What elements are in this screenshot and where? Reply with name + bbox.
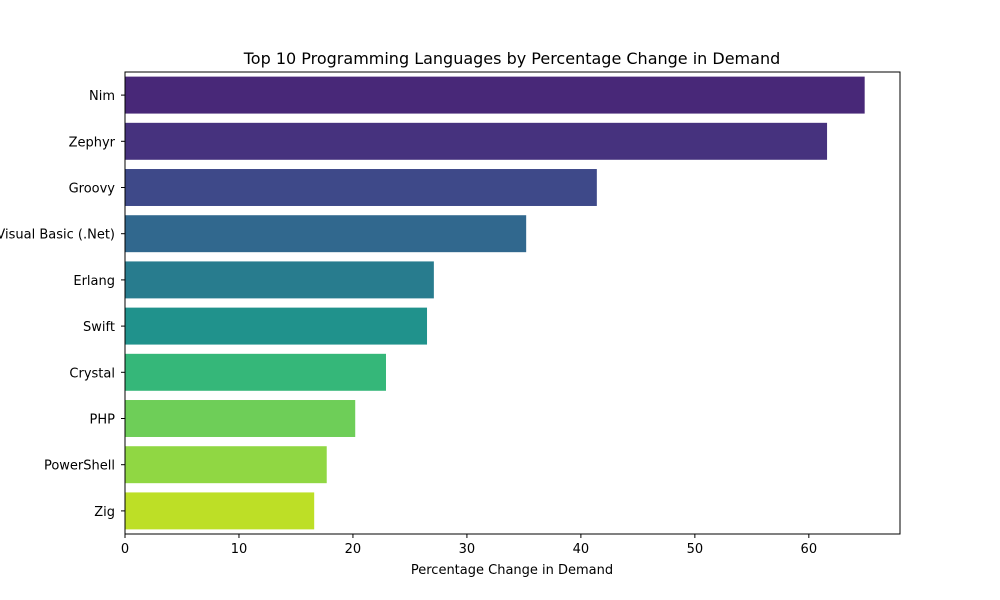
x-tick-label: 10 — [231, 542, 248, 557]
x-tick-label: 0 — [121, 542, 129, 557]
x-axis-label: Percentage Change in Demand — [411, 563, 613, 578]
x-tick-label: 50 — [687, 542, 704, 557]
y-tick-label: Zig — [94, 505, 115, 520]
bar-swift — [125, 307, 428, 345]
y-tick-label: Zephyr — [69, 135, 116, 150]
y-tick-label: Erlang — [73, 274, 115, 289]
y-tick-label: PowerShell — [44, 459, 115, 474]
bar-nim — [125, 76, 865, 114]
bar-php — [125, 400, 356, 437]
plot-frame — [124, 71, 901, 535]
y-tick-label: Nim — [89, 89, 115, 104]
bars-group — [125, 76, 865, 530]
bar-zig — [125, 492, 315, 530]
bar-zephyr — [125, 122, 828, 160]
y-tick-label: Crystal — [69, 366, 115, 381]
x-tick-label: 60 — [801, 542, 818, 557]
x-tick-label: 20 — [345, 542, 362, 557]
y-tick-label: Groovy — [69, 182, 116, 197]
bar-groovy — [125, 169, 597, 206]
chart-title: Top 10 Programming Languages by Percenta… — [243, 49, 781, 68]
x-axis: 0 10 20 30 40 50 60 — [121, 534, 817, 557]
y-tick-label: PHP — [90, 413, 116, 428]
bar-crystal — [125, 353, 386, 391]
bar-powershell — [125, 446, 327, 484]
bar-visual-basic-net — [125, 215, 527, 253]
bar-erlang — [125, 261, 434, 299]
x-tick-label: 30 — [459, 542, 476, 557]
x-tick-label: 40 — [573, 542, 590, 557]
y-tick-label: Swift — [83, 320, 115, 335]
y-axis: Nim Zephyr Groovy Visual Basic (.Net) Erlang… — [0, 89, 125, 520]
y-tick-label: Visual Basic (.Net) — [0, 228, 115, 243]
